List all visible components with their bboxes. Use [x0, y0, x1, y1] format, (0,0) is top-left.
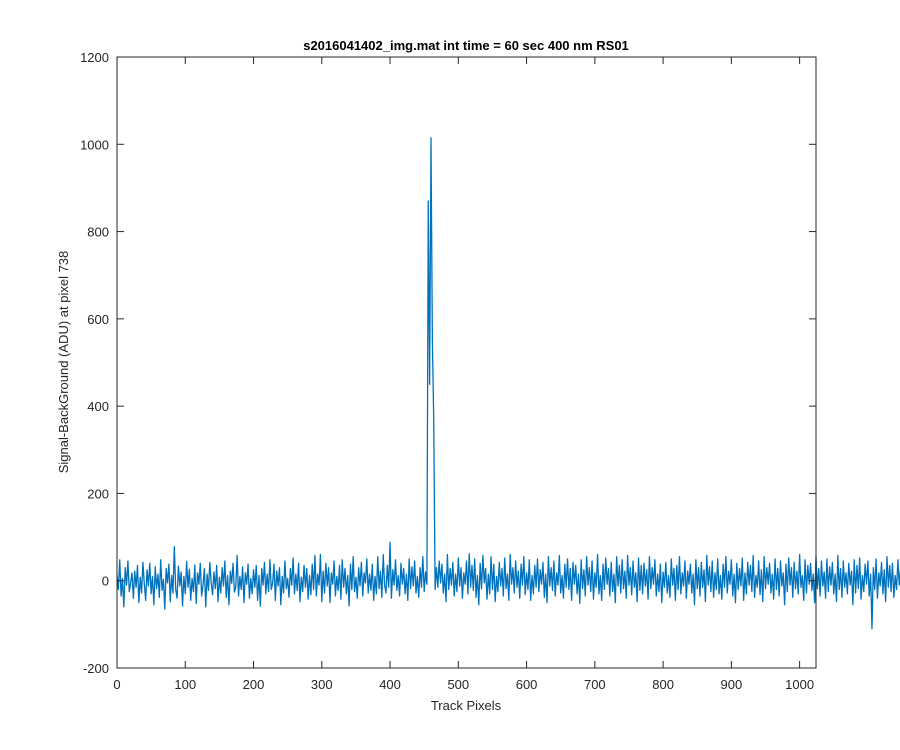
x-axis-label: Track Pixels	[431, 698, 502, 713]
y-tick-label: 800	[87, 225, 109, 240]
x-tick-label: 100	[174, 677, 196, 692]
y-tick-label: 0	[102, 574, 109, 589]
x-tick-label: 800	[652, 677, 674, 692]
y-tick-label: -200	[83, 661, 109, 676]
chart-title: s2016041402_img.mat int time = 60 sec 40…	[303, 38, 629, 53]
axis-ticks: 0 100 200 300 400 500 600 700 800 900 1000 -200 0 200…	[80, 50, 816, 692]
plot-area	[116, 137, 900, 630]
x-tick-label: 600	[516, 677, 538, 692]
y-tick-label: 200	[87, 486, 109, 501]
y-tick-label: 400	[87, 399, 109, 414]
y-tick-label: 600	[87, 312, 109, 327]
series-line	[116, 137, 900, 630]
y-tick-label: 1000	[80, 137, 109, 152]
x-tick-label: 200	[243, 677, 265, 692]
x-tick-label: 1000	[785, 677, 814, 692]
x-tick-label: 500	[447, 677, 469, 692]
y-tick-label: 1200	[80, 50, 109, 65]
y-axis-label: Signal-BackGround (ADU) at pixel 738	[56, 251, 71, 474]
x-tick-label: 700	[584, 677, 606, 692]
x-tick-label: 0	[113, 677, 120, 692]
x-tick-label: 300	[311, 677, 333, 692]
x-tick-label: 900	[721, 677, 743, 692]
axes-box	[116, 56, 817, 669]
x-tick-label: 400	[379, 677, 401, 692]
